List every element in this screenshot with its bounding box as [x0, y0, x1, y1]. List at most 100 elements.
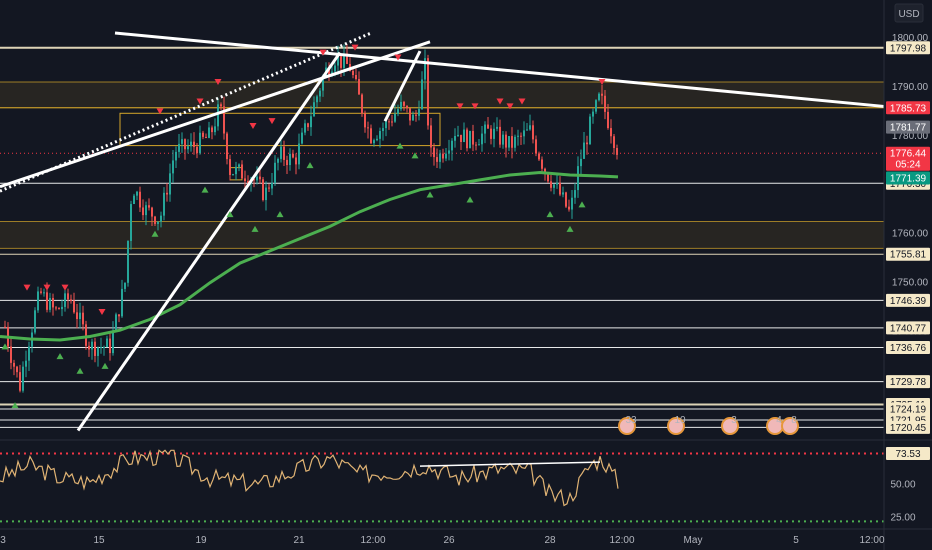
time-axis-tick-9: 5 [793, 535, 799, 546]
candle-body-479 [478, 144, 480, 146]
candle-body-515 [514, 136, 516, 148]
currency-button[interactable] [894, 3, 924, 23]
price-tag-2 [886, 146, 930, 171]
price-tag-label-1: 1781.77 [890, 123, 927, 134]
pivot-low-marker-8 [251, 225, 259, 232]
candle-body-356 [355, 74, 357, 80]
candle-body-485 [484, 124, 486, 134]
candle-body-86 [85, 324, 87, 346]
candle-body-5 [4, 326, 6, 328]
candle-body-44 [43, 292, 45, 294]
level-price-label: 1724.19 [890, 405, 927, 416]
candle-body-302 [301, 132, 303, 144]
candle-body-50 [49, 298, 51, 310]
pivot-high-marker-15 [506, 103, 514, 110]
candle-body-494 [493, 128, 495, 139]
candle-body-119 [118, 314, 120, 317]
candle-body-320 [319, 90, 321, 97]
candle-body-533 [532, 125, 534, 140]
candle-body-566 [565, 192, 567, 207]
pivot-high-marker-16 [518, 98, 526, 105]
candle-body-296 [295, 157, 297, 165]
event-count: 10 [674, 415, 686, 426]
candle-body-323 [322, 76, 324, 91]
candle-body-536 [535, 139, 537, 154]
candle-body-587 [586, 142, 588, 145]
candle-body-179 [178, 143, 180, 152]
osc-level-label: 73.53 [895, 449, 920, 460]
price-tag-0 [886, 101, 930, 115]
event-flag-icon[interactable] [667, 417, 685, 435]
candle-body-83 [82, 312, 84, 325]
candle-body-374 [373, 140, 375, 144]
candle-body-452 [451, 140, 453, 151]
candle-body-107 [106, 338, 108, 347]
candle-body-245 [244, 178, 246, 182]
candle-body-524 [523, 130, 525, 137]
osc-axis-tick-0: 50.00 [890, 480, 915, 491]
event-flag-icon[interactable] [781, 417, 799, 435]
candle-body-584 [583, 142, 585, 159]
candle-body-410 [409, 108, 411, 121]
candle-body-305 [304, 123, 306, 133]
candle-body-155 [154, 216, 156, 224]
candle-body-575 [574, 190, 576, 198]
event-flag-icon[interactable] [618, 417, 636, 435]
candle-body-131 [130, 204, 132, 241]
pivot-high-marker-3 [98, 309, 106, 316]
candle-body-449 [448, 150, 450, 154]
level-price-label: 1740.77 [890, 323, 927, 334]
candle-body-446 [445, 153, 447, 159]
candle-body-254 [253, 179, 255, 181]
zone-0 [0, 81, 884, 108]
candle-body-200 [199, 132, 201, 154]
candle-body-491 [490, 128, 492, 139]
candle-body-611 [610, 128, 612, 137]
candle-body-59 [58, 308, 60, 310]
pivot-low-marker-1 [11, 402, 19, 409]
candle-body-275 [274, 162, 276, 183]
osc-axis-tick-1: 25.00 [890, 512, 915, 523]
event-count: 3 [731, 415, 737, 426]
candle-body-80 [79, 312, 81, 320]
candle-body-152 [151, 207, 153, 217]
candle-body-470 [469, 130, 471, 149]
level-price-tag [886, 420, 930, 434]
candle-body-359 [358, 79, 360, 95]
level-price-tag [886, 375, 930, 389]
candle-body-347 [346, 53, 348, 64]
pivot-low-marker-17 [578, 201, 586, 208]
candle-body-140 [139, 191, 141, 208]
event-count: 4 [776, 415, 782, 426]
candle-body-395 [394, 113, 396, 122]
candle-body-125 [124, 282, 126, 289]
candle-body-362 [361, 94, 363, 114]
candle-body-398 [397, 109, 399, 114]
candle-body-572 [571, 197, 573, 210]
candle-body-506 [505, 134, 507, 148]
candle-body-338 [337, 56, 339, 66]
price-axis-tick-2: 1780.00 [892, 131, 929, 142]
candle-body-47 [46, 292, 48, 310]
candle-body-311 [310, 116, 312, 128]
candle-body-497 [496, 126, 498, 129]
candle-body-242 [241, 164, 243, 179]
pivot-low-marker-12 [411, 152, 419, 159]
time-axis-tick-0: 3 [0, 535, 6, 546]
candle-body-161 [160, 215, 162, 222]
candle-body-461 [460, 134, 462, 143]
candle-body-173 [172, 160, 174, 174]
event-flag-icon[interactable] [721, 417, 739, 435]
candle-body-230 [229, 159, 231, 175]
pivot-low-marker-6 [201, 186, 209, 193]
pivot-high-marker-9 [319, 49, 327, 56]
candle-body-401 [400, 101, 402, 110]
candle-body-527 [526, 129, 528, 131]
candle-body-71 [70, 299, 72, 301]
level-price-label: 1797.98 [890, 43, 927, 54]
candle-body-221 [220, 104, 222, 107]
candle-body-389 [388, 121, 390, 123]
candle-body-371 [370, 128, 372, 144]
